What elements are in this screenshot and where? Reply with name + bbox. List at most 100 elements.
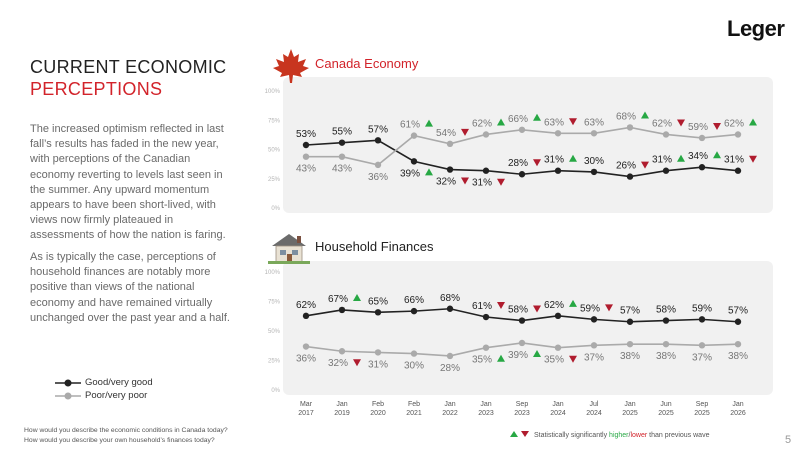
sig-higher: higher (609, 432, 629, 439)
canada-poor-data-label: 68% (616, 111, 636, 122)
household-good-point (662, 317, 670, 324)
x-tick-label: Feb (372, 401, 384, 408)
x-tick-label: 2021 (406, 410, 422, 417)
household-poor-data-label: 28% (440, 363, 460, 374)
canada-poor-point (338, 153, 346, 160)
canada-good-point (518, 171, 526, 178)
x-tick-label: Jan (624, 401, 635, 408)
canada-poor-data-label: 54% (436, 128, 456, 139)
maple-leaf-icon (273, 49, 309, 83)
household-poor-data-label: 31% (368, 359, 388, 370)
sig-suffix: than previous wave (647, 432, 710, 439)
household-good-data-label: 68% (440, 293, 460, 304)
canada-good-data-label: 57% (368, 124, 388, 135)
x-tick-label: 2023 (514, 410, 530, 417)
canada-ytick-label: 0% (271, 206, 280, 212)
canada-sig-up-icon (533, 113, 541, 121)
canada-poor-data-label: 43% (296, 164, 316, 175)
household-poor-point (698, 342, 706, 349)
canada-good-point (662, 167, 670, 174)
canada-poor-point (554, 130, 562, 137)
household-good-point (302, 312, 310, 320)
canada-sig-up-icon (641, 111, 649, 119)
canada-sig-down-icon (713, 122, 721, 130)
x-tick-label: 2022 (442, 410, 458, 417)
household-poor-data-label: 35% (472, 355, 492, 366)
household-poor-point (734, 340, 742, 348)
question-household: How would you describe your own househol… (24, 437, 215, 444)
legend-good-marker (55, 379, 81, 387)
canada-poor-point (410, 132, 418, 139)
household-good-point (446, 305, 454, 312)
canada-poor-data-label: 59% (688, 122, 708, 133)
canada-sig-down-icon (569, 118, 577, 126)
canada-sig-up-icon (749, 118, 757, 126)
canada-good-data-label: 31% (472, 178, 492, 189)
household-good-point (374, 309, 382, 316)
page-number: 5 (785, 434, 792, 446)
household-poor-point (590, 342, 598, 349)
household-ytick-label: 25% (268, 359, 281, 365)
x-tick-label: Sep (696, 401, 709, 408)
household-sig-down-icon (605, 304, 613, 312)
household-chart-title: Household Finances (315, 239, 434, 254)
canada-good-data-label: 31% (652, 155, 672, 166)
canada-good-data-label: 34% (688, 151, 708, 162)
canada-good-point (734, 167, 742, 174)
canada-sig-up-icon (677, 154, 685, 162)
household-good-point (482, 313, 490, 321)
canada-poor-point (626, 124, 634, 131)
canada-poor-point (734, 131, 742, 138)
canada-ytick-label: 100% (265, 89, 281, 95)
household-sig-up-icon (533, 349, 541, 357)
household-poor-data-label: 30% (404, 361, 424, 372)
household-good-data-label: 57% (620, 306, 640, 317)
canada-poor-point (374, 161, 382, 169)
legend-poor-label: Poor/very poor (85, 390, 148, 401)
household-poor-point (302, 343, 310, 350)
household-good-point (590, 316, 598, 323)
household-good-data-label: 67% (328, 294, 348, 305)
x-tick-label: 2017 (298, 410, 314, 417)
sig-prefix: Statistically significantly (533, 432, 610, 439)
house-icon (268, 234, 310, 264)
x-tick-label: 2025 (658, 410, 674, 417)
canada-sig-down-icon (461, 128, 469, 136)
x-tick-label: Feb (408, 401, 420, 408)
household-sig-up-icon (353, 293, 361, 301)
canada-poor-point (662, 131, 670, 138)
canada-sig-down-icon (641, 161, 649, 169)
household-good-data-label: 58% (656, 305, 676, 316)
household-good-point (734, 318, 742, 325)
canada-poor-data-label: 61% (400, 120, 420, 131)
leger-logo: Leger (727, 16, 785, 41)
household-good-data-label: 62% (544, 300, 564, 311)
canada-sig-up-icon (497, 118, 505, 126)
household-good-data-label: 57% (728, 306, 748, 317)
canada-good-data-label: 28% (508, 158, 528, 169)
household-ytick-label: 100% (265, 270, 281, 276)
x-tick-label: 2025 (622, 410, 638, 417)
canada-good-data-label: 39% (400, 168, 420, 179)
canada-poor-point (590, 130, 598, 137)
household-good-data-label: 65% (368, 296, 388, 307)
household-good-point (410, 307, 418, 315)
canada-good-point (338, 139, 346, 146)
canada-poor-data-label: 43% (332, 164, 352, 175)
canada-chart-title: Canada Economy (315, 56, 419, 71)
canada-good-data-label: 53% (296, 129, 316, 140)
canada-sig-down-icon (461, 177, 469, 185)
household-good-data-label: 62% (296, 300, 316, 311)
household-poor-data-label: 35% (544, 355, 564, 366)
canada-good-point (482, 167, 490, 174)
x-tick-label: Jan (336, 401, 347, 408)
canada-poor-data-label: 63% (544, 117, 564, 128)
canada-sig-down-icon (497, 178, 505, 186)
household-sig-down-icon (569, 355, 577, 363)
household-sig-down-icon (533, 305, 541, 313)
x-tick-label: Jul (590, 401, 599, 408)
canada-good-point (302, 141, 310, 149)
household-poor-data-label: 39% (508, 350, 528, 361)
canada-poor-data-label: 62% (724, 118, 744, 129)
